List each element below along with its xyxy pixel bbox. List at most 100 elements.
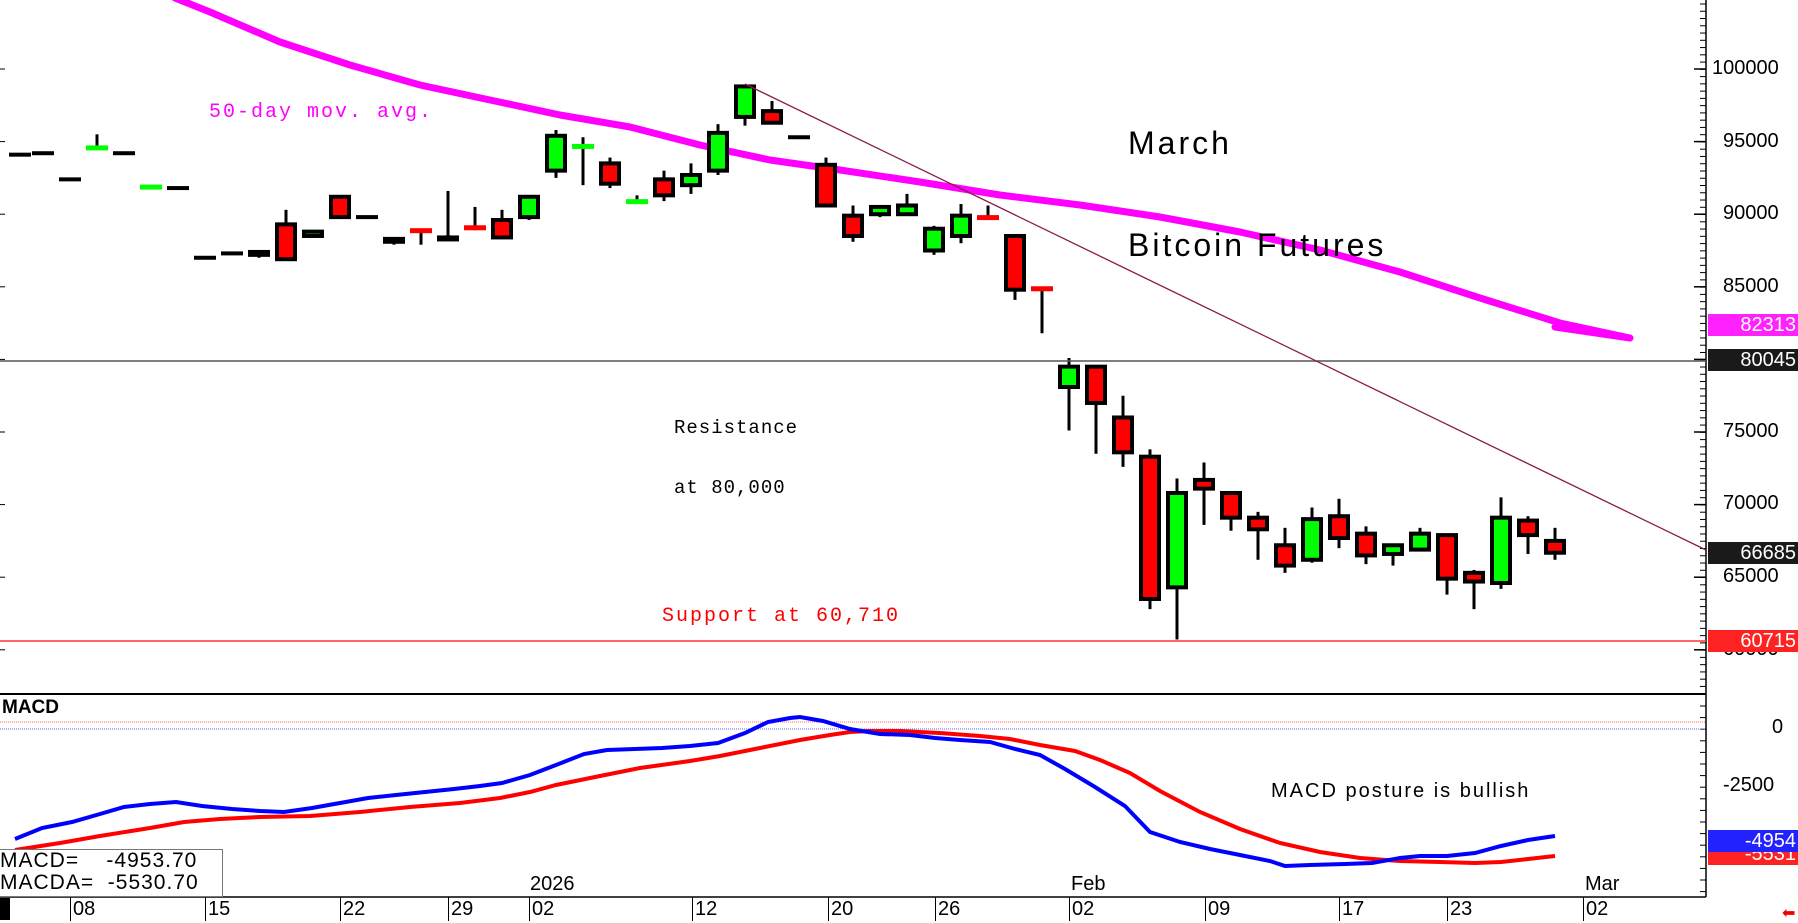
support-price-tag: 60715 xyxy=(1708,630,1798,652)
candle xyxy=(572,137,594,186)
date-tick-label: 09 xyxy=(1205,897,1230,921)
candle xyxy=(1193,462,1215,525)
macd-tag: -4954 xyxy=(1708,830,1798,852)
candle xyxy=(1220,490,1242,531)
date-tick-label: 02 xyxy=(529,897,554,921)
price-tick-90000: 90000 xyxy=(1723,202,1779,224)
resistance-label: Resistance at 80,000 xyxy=(674,378,798,518)
macd-tick-neg2500: -2500 xyxy=(1723,774,1775,796)
candle xyxy=(248,249,270,258)
candle xyxy=(221,251,243,256)
candle xyxy=(788,135,810,140)
date-tick-label: 12 xyxy=(692,897,717,921)
macd-legend: MACD= -4953.70 MACDA= -5530.70 xyxy=(0,849,223,897)
candle xyxy=(194,255,216,260)
title-line-1: March xyxy=(1128,125,1232,161)
month-label: Feb xyxy=(1071,873,1106,895)
candle xyxy=(383,236,405,245)
macd-tick-0: 0 xyxy=(1772,716,1784,738)
candle xyxy=(1301,507,1323,563)
candle xyxy=(329,194,351,220)
candle xyxy=(1247,511,1269,560)
candle xyxy=(356,215,378,220)
candle xyxy=(464,206,486,231)
candle xyxy=(842,205,864,242)
support-label: Support at 60,710 xyxy=(662,605,901,628)
candle xyxy=(59,177,81,182)
candle xyxy=(275,209,297,262)
candle xyxy=(1382,543,1404,566)
candle xyxy=(140,184,162,190)
candle xyxy=(950,204,972,244)
candle xyxy=(545,129,567,178)
candle xyxy=(707,124,729,175)
chart-title: March Bitcoin Futures xyxy=(1128,58,1386,296)
axes xyxy=(0,0,1707,898)
candle xyxy=(1436,533,1458,595)
resistance-label-line-2: at 80,000 xyxy=(674,477,786,499)
legend-macda-value: MACDA= -5530.70 xyxy=(0,871,199,894)
candle xyxy=(761,100,783,125)
scroll-left-arrow-icon[interactable]: ⬅ xyxy=(1782,905,1796,922)
date-tick-label: 02 xyxy=(1069,897,1094,921)
date-tick-label: 22 xyxy=(340,897,365,921)
candle xyxy=(9,152,31,157)
candle xyxy=(977,205,999,221)
candle xyxy=(815,157,837,208)
price-tick-85000: 85000 xyxy=(1723,275,1779,297)
resistance-label-line-1: Resistance xyxy=(674,417,799,439)
candle xyxy=(1409,527,1431,552)
candle xyxy=(113,151,135,156)
candle xyxy=(410,228,432,245)
candle xyxy=(923,225,945,255)
resistance-price-tag: 80045 xyxy=(1708,349,1798,371)
date-tick-label: 29 xyxy=(448,897,473,921)
macd-panel-title: MACD xyxy=(2,697,59,718)
price-tick-75000: 75000 xyxy=(1723,420,1779,442)
last-price-tag: 66685 xyxy=(1708,542,1798,564)
date-tick-label: 17 xyxy=(1339,897,1364,921)
candle xyxy=(626,195,648,205)
candle xyxy=(518,194,540,221)
candle xyxy=(1274,527,1296,573)
candle xyxy=(32,151,54,156)
candle xyxy=(680,163,702,194)
candle xyxy=(599,157,621,189)
moving-average-label: 50-day mov. avg. xyxy=(209,101,434,124)
moving-average-line xyxy=(172,0,1634,342)
candle xyxy=(1031,286,1053,334)
candle xyxy=(167,186,189,191)
candle xyxy=(1355,526,1377,565)
candle xyxy=(302,229,324,238)
legend-macd-value: MACD= -4953.70 xyxy=(0,849,198,872)
candle xyxy=(869,204,891,218)
price-tick-65000: 65000 xyxy=(1723,565,1779,587)
macd-lines xyxy=(0,714,1706,869)
date-tick-label: 08 xyxy=(70,897,95,921)
price-tick-95000: 95000 xyxy=(1723,130,1779,152)
candle xyxy=(896,193,918,217)
date-tick-label: 20 xyxy=(828,897,853,921)
month-label: Mar xyxy=(1585,873,1620,895)
title-line-2: Bitcoin Futures xyxy=(1128,227,1387,263)
price-tick-100000: 100000 xyxy=(1712,57,1779,79)
candle xyxy=(86,134,108,151)
candle xyxy=(1139,449,1161,610)
candle xyxy=(1058,357,1080,431)
scroll-handle[interactable] xyxy=(0,898,10,920)
date-tick-label: 26 xyxy=(935,897,960,921)
candle xyxy=(1517,516,1539,554)
candle xyxy=(1490,497,1512,589)
date-tick-label: 15 xyxy=(205,897,230,921)
candlesticks xyxy=(9,84,1566,640)
support-resistance-lines xyxy=(0,83,1707,642)
ma-price-tag: 82313 xyxy=(1708,314,1798,336)
candle xyxy=(1085,364,1107,454)
candle xyxy=(1463,569,1485,610)
candle xyxy=(491,209,513,240)
candle xyxy=(1004,233,1026,300)
candle xyxy=(653,170,675,202)
date-tick-label: 23 xyxy=(1447,897,1472,921)
candle xyxy=(1544,527,1566,560)
